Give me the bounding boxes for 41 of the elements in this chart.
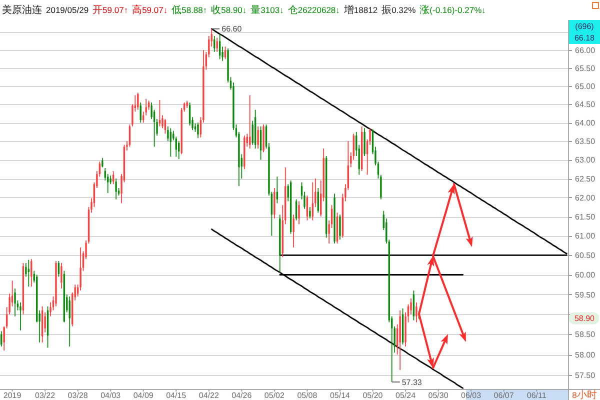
y-tick-label: 61.00 <box>575 232 596 241</box>
x-tick-label: 03/28 <box>68 391 88 400</box>
y-tick-label: 61.50 <box>575 212 596 222</box>
y-tick-label: 63.50 <box>575 136 596 146</box>
x-tick-label: 05/14 <box>330 391 351 400</box>
x-tick-label: 04/22 <box>198 391 220 400</box>
x-tick-label: 06/07 <box>494 391 514 400</box>
x-tick-label: 05/20 <box>362 391 384 400</box>
header: 美原油连 2019/05/29 开59.07↑ 高59.07↓ 低58.88↑ 收58.90↓ 量3103↓ 仓26220628↓ 增18812 振0.32% 涨(-0.16)-0.27%↓ <box>2 5 486 16</box>
x-tick-label: 05/02 <box>264 391 285 400</box>
y-tick-label: 60.00 <box>575 270 596 280</box>
y-tick-label: 57.50 <box>575 370 596 380</box>
y-tick-label: 66.00 <box>575 46 596 55</box>
text: 8小时 <box>572 389 597 400</box>
y-tick-label: 59.50 <box>575 290 596 300</box>
annotation: 57.33 <box>402 378 422 387</box>
text: (696) <box>575 22 594 31</box>
x-tick-label: 06/11 <box>526 391 547 400</box>
y-tick-label: 64.00 <box>575 118 596 128</box>
x-tick-label: 05/30 <box>428 391 449 400</box>
x-tick-label: 06/03 <box>461 391 482 400</box>
annotation: 58.90 <box>574 314 596 324</box>
y-tick-label: 65.00 <box>575 82 596 91</box>
x-tick-label: 2019 <box>3 391 22 400</box>
text: 66.18 <box>574 34 596 42</box>
y-tick-label: 64.50 <box>575 100 596 110</box>
y-tick-label: 62.50 <box>575 174 596 184</box>
x-tick-label: 05/24 <box>396 391 416 400</box>
x-tick-label: 05/08 <box>297 391 318 400</box>
x-tick-label: 04/26 <box>232 391 252 400</box>
y-tick-label: 58.00 <box>575 350 596 360</box>
annotation: 66.60 <box>222 24 242 34</box>
x-tick-label: 03/22 <box>35 391 56 400</box>
x-tick-label: 04/15 <box>166 391 187 400</box>
y-tick-label: 65.50 <box>575 64 596 73</box>
x-tick-label: 04/03 <box>100 391 122 400</box>
x-tick-label: 04/09 <box>133 391 154 400</box>
y-tick-label: 62.00 <box>575 193 596 202</box>
y-tick-label: 58.50 <box>575 330 596 340</box>
y-tick-label: 63.00 <box>575 156 596 165</box>
y-tick-label: 60.50 <box>575 250 596 260</box>
